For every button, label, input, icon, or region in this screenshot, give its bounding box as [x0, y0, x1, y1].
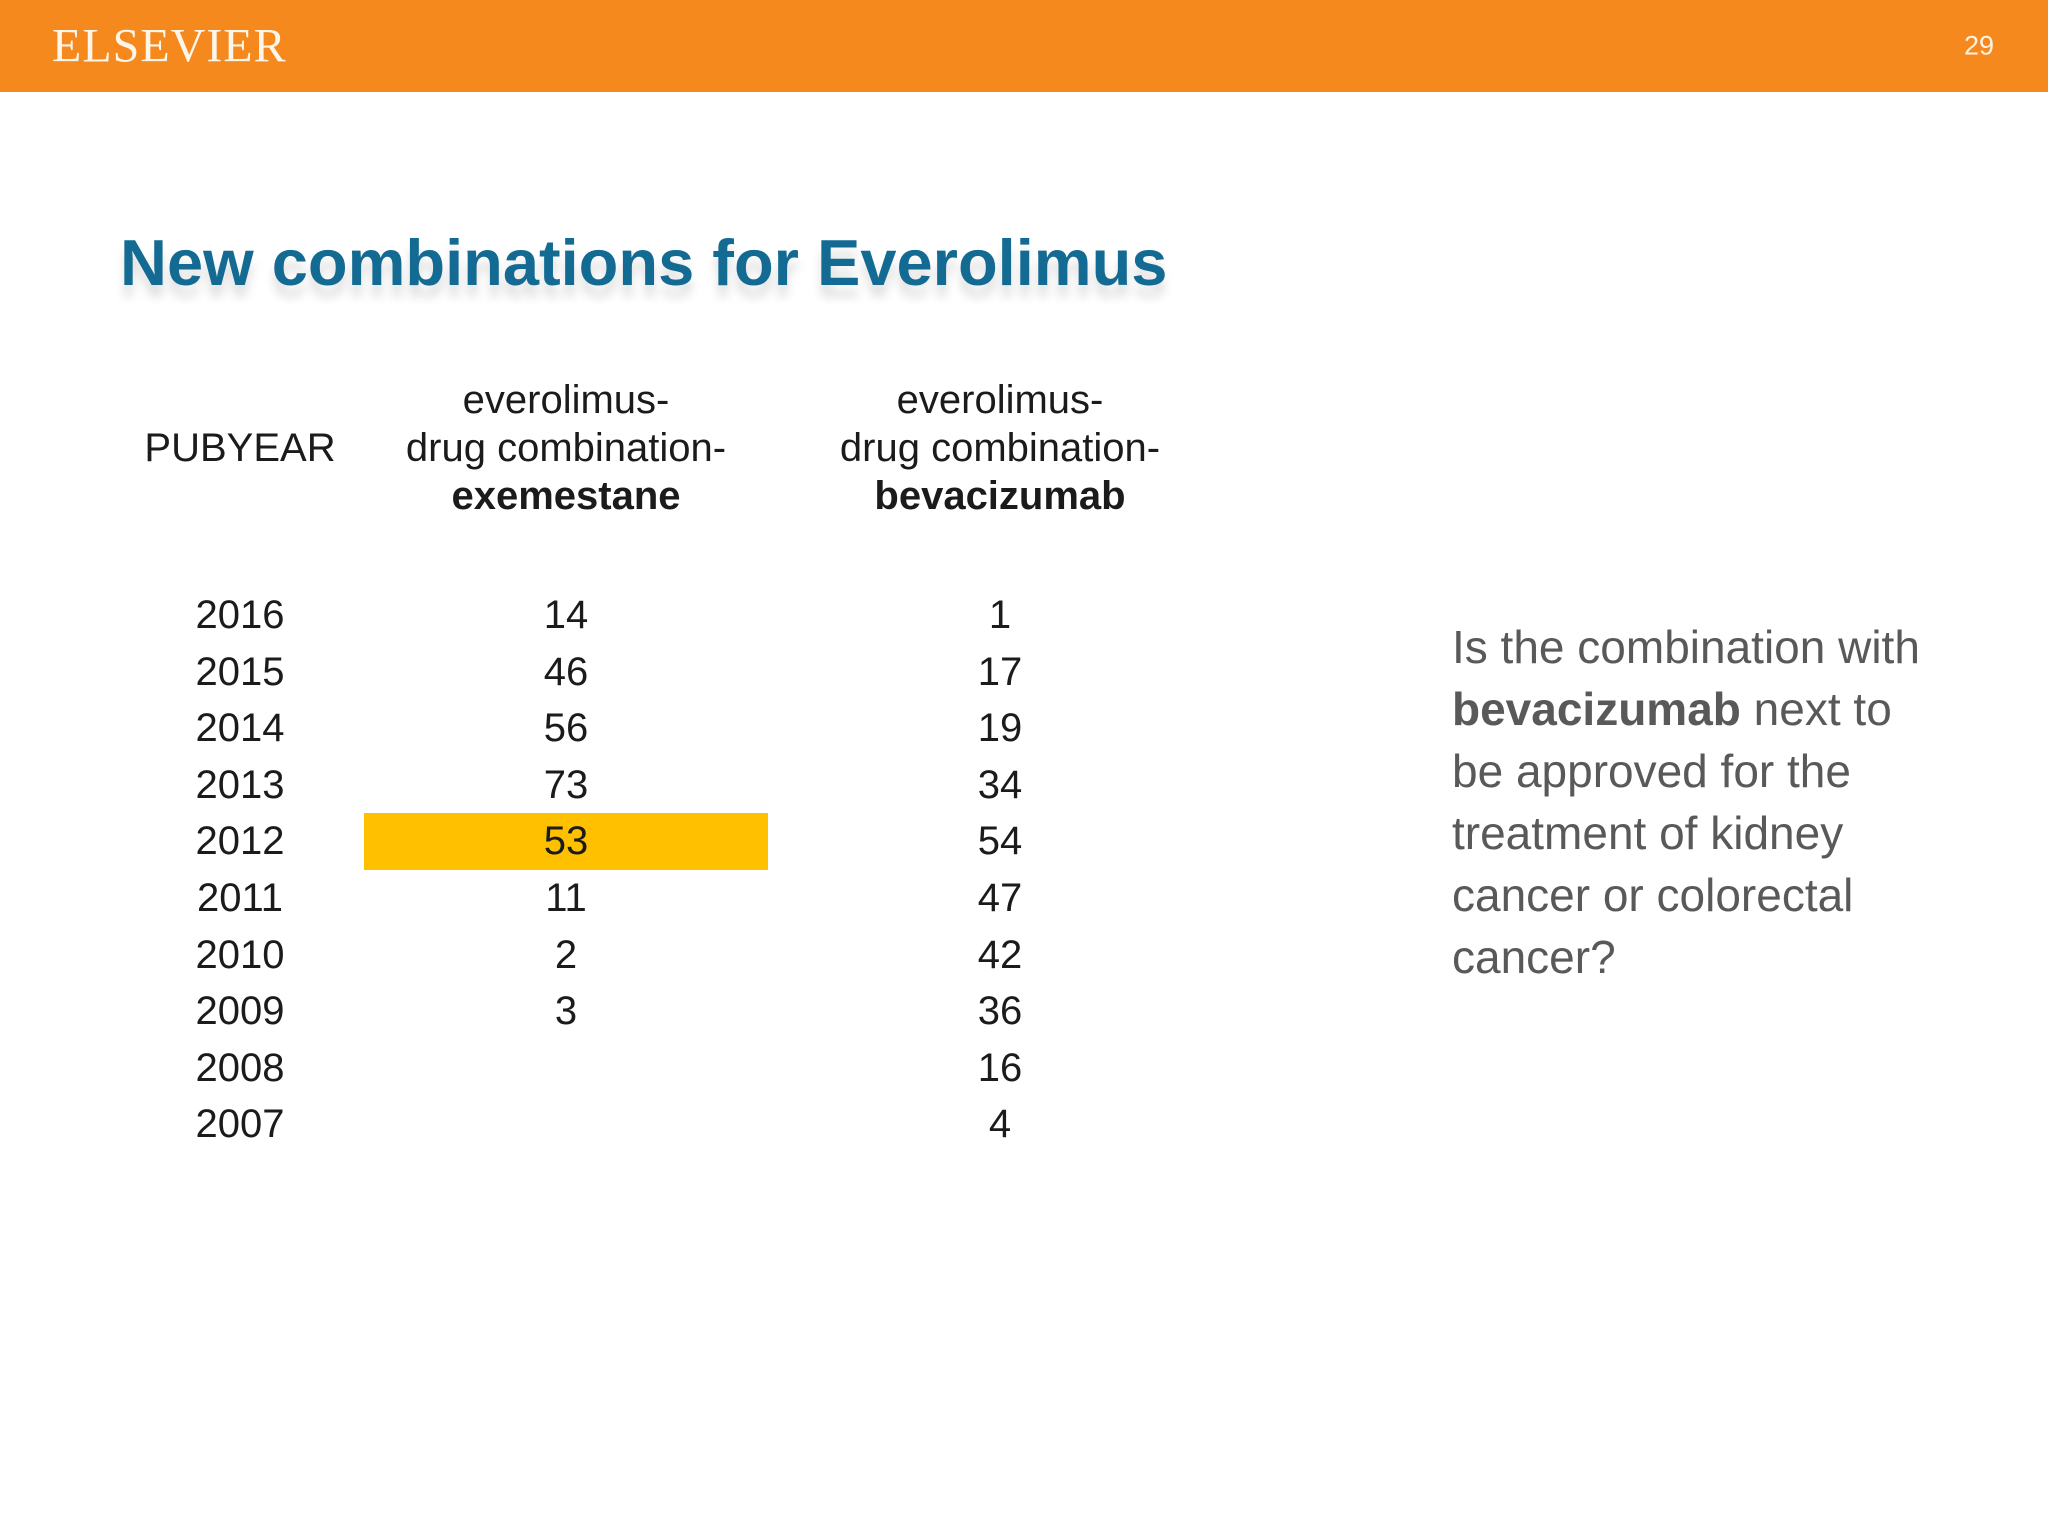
cell-year: 2007: [195, 1102, 285, 1147]
cell-exemestane: 53: [364, 813, 768, 870]
cell-bevacizumab: 42: [977, 932, 1023, 977]
cell-exemestane: 56: [543, 706, 589, 751]
cell-year: 2012: [195, 819, 285, 864]
table-row: 2014 56 19: [145, 700, 1210, 757]
table-row: 2008 16: [145, 1040, 1210, 1097]
table-row: 2013 73 34: [145, 757, 1210, 814]
column-header-bevacizumab: everolimus- drug combination- bevacizuma…: [790, 376, 1210, 520]
table-header: PUBYEAR everolimus- drug combination- ex…: [144, 376, 1210, 520]
cell-year: 2010: [195, 932, 285, 977]
cell-year: 2014: [195, 706, 285, 751]
header-line: drug combination-: [839, 426, 1161, 470]
cell-bevacizumab: 19: [977, 706, 1023, 751]
cell-year: 2008: [195, 1045, 285, 1090]
cell-year: 2015: [195, 649, 285, 694]
cell-bevacizumab: 54: [977, 819, 1023, 864]
cell-exemestane: 46: [543, 649, 589, 694]
question-segment: next to be approved for the treatment of…: [1452, 683, 1892, 983]
column-header-exemestane: everolimus- drug combination- exemestane: [364, 376, 768, 520]
cell-exemestane: 2: [554, 932, 578, 977]
cell-bevacizumab: 47: [977, 875, 1023, 920]
cell-bevacizumab: 17: [977, 649, 1023, 694]
cell-exemestane: 11: [545, 875, 587, 920]
cell-exemestane: 73: [543, 762, 589, 807]
table-body: 2016 14 1 2015 46 17 2014 56 19 2013 73 34 2012 53 54 2…: [145, 587, 1210, 1153]
question-segment: Is the combination with: [1452, 621, 1920, 673]
data-table: PUBYEAR everolimus- drug combination- ex…: [144, 376, 1210, 1153]
column-header-pubyear: PUBYEAR: [144, 376, 336, 520]
cell-year: 2009: [195, 989, 285, 1034]
cell-exemestane: 14: [543, 593, 589, 637]
table-row: 2016 14 1: [145, 587, 1210, 644]
cell-year: 2011: [196, 875, 283, 920]
header-line: drug combination-: [405, 426, 727, 470]
cell-bevacizumab: 16: [977, 1045, 1023, 1090]
column-header-pubyear-label: PUBYEAR: [144, 425, 336, 470]
question-bold-term: bevacizumab: [1452, 683, 1741, 735]
cell-bevacizumab: 1: [988, 593, 1012, 637]
table-row: 2010 2 42: [145, 927, 1210, 984]
table-row: 2012 53 54: [145, 813, 1210, 870]
cell-bevacizumab: 36: [977, 989, 1023, 1034]
cell-bevacizumab: 4: [988, 1102, 1012, 1147]
header-line-drug-bevacizumab: bevacizumab: [874, 474, 1126, 518]
header-line: everolimus-: [462, 378, 670, 422]
question-text: Is the combination with bevacizumab next…: [1452, 616, 1934, 988]
elsevier-logo: ELSEVIER: [52, 19, 287, 73]
cell-year: 2016: [195, 593, 285, 637]
cell-exemestane: 3: [554, 989, 578, 1034]
table-row: 2007 4: [145, 1096, 1210, 1153]
slide-title: New combinations for Everolimus: [120, 225, 1168, 299]
table-row: 2015 46 17: [145, 644, 1210, 701]
header-line-drug-exemestane: exemestane: [451, 474, 681, 518]
cell-year: 2013: [195, 762, 285, 807]
cell-bevacizumab: 34: [977, 762, 1023, 807]
table-row: 2009 3 36: [145, 983, 1210, 1040]
page-number: 29: [1964, 30, 1995, 61]
table-row: 2011 11 47: [145, 870, 1210, 927]
header-line: everolimus-: [896, 378, 1104, 422]
top-bar: ELSEVIER 29: [0, 0, 2048, 92]
